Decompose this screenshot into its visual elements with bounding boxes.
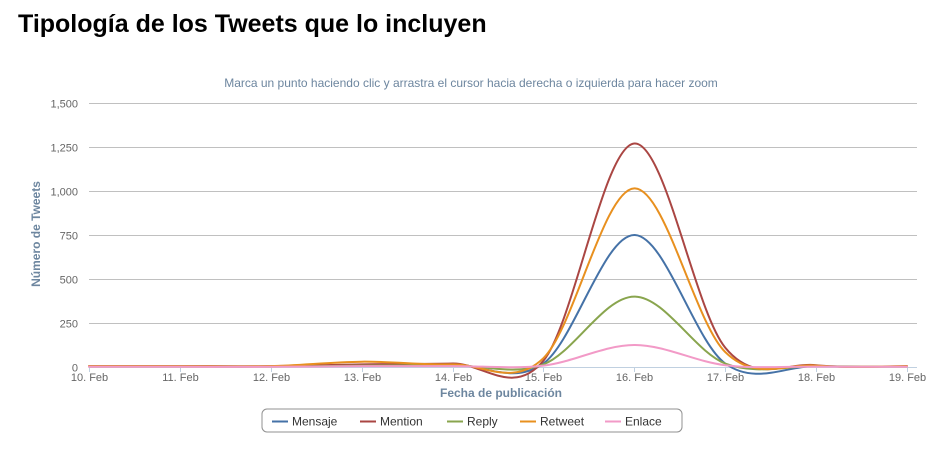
series-line-enlace[interactable] [88,343,908,369]
legend-label: Retweet [540,415,585,429]
legend-item-enlace[interactable]: Enlace [605,415,662,429]
y-tick-label: 1,000 [50,187,78,199]
x-tick-label: 18. Feb [798,372,835,384]
y-tick-label: 750 [60,231,78,243]
x-tick-label: 10. Feb [71,372,108,384]
series-line-reply[interactable] [88,295,908,371]
x-tick-label: 13. Feb [344,372,381,384]
legend-item-retweet[interactable]: Retweet [520,415,585,429]
x-tick-label: 12. Feb [253,372,290,384]
y-axis-ticks: 0 250 500 750 1,000 1,250 1,500 [50,99,78,375]
legend-item-mensaje[interactable]: Mensaje [272,415,338,429]
y-tick-label: 1,500 [50,99,78,111]
legend-label: Reply [467,415,498,429]
x-tick-label: 17. Feb [707,372,744,384]
y-tick-label: 0 [72,363,78,375]
series-lines [88,142,908,379]
x-tick-label: 11. Feb [162,372,199,384]
y-axis-title: Número de Tweets [29,181,43,287]
series-line-mensaje[interactable] [88,234,908,375]
series-line-retweet[interactable] [88,187,908,374]
x-tick-label: 14. Feb [435,372,472,384]
x-axis-title: Fecha de publicación [440,386,562,400]
series-line-mention[interactable] [88,142,908,379]
page-title: Tipología de los Tweets que lo incluyen [18,10,487,38]
y-tick-label: 250 [60,319,78,331]
x-axis-ticks: 10. Feb 11. Feb 12. Feb 13. Feb 14. Feb 15. F… [71,367,926,384]
x-tick-label: 19. Feb [889,372,926,384]
legend-label: Mention [380,415,423,429]
y-tick-label: 1,250 [50,143,78,155]
y-tick-label: 500 [60,275,78,287]
chart-subtitle: Marca un punto haciendo clic y arrastra … [224,76,718,90]
legend-item-reply[interactable]: Reply [447,415,498,429]
x-tick-label: 16. Feb [616,372,653,384]
legend[interactable]: Mensaje Mention Reply Retweet Enlace [261,408,683,433]
x-tick-label: 15. Feb [525,372,562,384]
grid-lines [89,103,917,368]
legend-box [261,408,683,433]
legend-label: Mensaje [292,415,338,429]
legend-label: Enlace [625,415,662,429]
legend-item-mention[interactable]: Mention [360,415,423,429]
